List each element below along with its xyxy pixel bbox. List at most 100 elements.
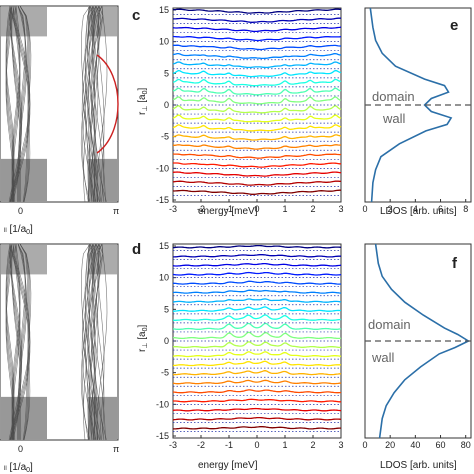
left-top-xtick-pi: π [113,206,119,216]
spectrum-line-13 [172,69,342,78]
y-tick-label: 10 [159,37,169,47]
spectrum-line-5 [172,144,342,150]
panel-c-ylabel: r⊥ [a0] [137,88,149,115]
spectrum-line-5 [172,379,342,385]
left-top-panel: 0 π ll [1/a0] [0,5,119,236]
x-tick-label: 0 [362,204,367,214]
band-dense-region [1,245,47,275]
band-line [80,243,91,441]
y-tick-label: -5 [161,132,169,142]
x-tick-label: 2 [310,440,315,450]
panel-f-xlabel: LDOS [arb. units] [380,460,457,471]
spectrum-line-10 [172,96,342,105]
y-tick-label: 0 [164,336,169,346]
spectrum-line-20 [172,244,342,249]
panel-c-energy-label: energy [meV] [198,206,258,217]
band-dense-region [88,245,117,275]
panel-f: f 0 20 40 60 80 domain wall LDOS [arb. units… [362,243,474,471]
panel-f-domain-label: domain [368,317,411,332]
spectrum-line-17 [172,271,342,276]
spectrum-line-14 [172,61,342,69]
band-line [80,5,96,203]
spectrum-line-15 [172,52,342,60]
y-tick-label: -10 [156,163,169,173]
spectrum-line-11 [172,87,342,96]
spectrum-line-17 [172,35,342,42]
spectrum-line-16 [173,280,342,285]
spectrum-line-19 [173,17,341,23]
spectrum-line-6 [172,370,341,376]
band-dense-region [88,396,117,439]
panel-label-c: c [132,7,140,24]
spectrum-line-18 [172,262,342,267]
spectrum-line-9 [172,341,341,349]
spectrum-line-19 [173,253,342,258]
panel-e-wall-label: wall [382,111,406,126]
x-tick-label: -2 [197,440,205,450]
x-tick-label: 0 [362,440,367,450]
left-top-xlabel-fragment: ll [1/a0] [4,224,33,236]
spectrum-line-4 [172,153,342,159]
spectrum-line-16 [173,44,341,51]
spectrum-line-8 [172,114,342,123]
spectrum-line-3 [173,162,341,168]
spectrum-line-1 [172,416,342,421]
x-tick-label: -2 [197,204,205,214]
spectrum-line-3 [173,398,341,403]
x-tick-label: 2 [388,204,393,214]
x-tick-label: 60 [436,440,446,450]
spectrum-line-12 [172,78,342,87]
panel-e-ldos-line [369,7,453,203]
spectrum-line-10 [172,331,342,340]
x-tick-label: 0 [254,204,259,214]
left-bottom-xtick-0: 0 [18,444,23,454]
left-top-xtick-0: 0 [18,206,23,216]
band-dense-region [1,7,47,37]
y-tick-label: -15 [156,431,169,441]
spectrum-line-4 [172,389,342,394]
x-tick-label: 80 [461,440,471,450]
spectrum-line-2 [172,171,342,177]
x-tick-label: 6 [438,204,443,214]
x-tick-label: 8 [463,204,468,214]
panel-d-ylabel: r⊥ [a0] [137,325,149,352]
x-tick-label: 1 [282,204,287,214]
spectrum-line-15 [172,289,342,294]
band-dense-region [88,7,117,37]
spectrum-line-8 [172,351,342,358]
spectrum-line-1 [172,180,342,186]
spectrum-line-7 [172,124,342,132]
y-tick-label: -10 [156,399,169,409]
y-tick-label: 15 [159,241,169,251]
y-tick-label: 15 [159,5,169,15]
spectrum-line-12 [172,314,342,321]
y-tick-label: 5 [164,68,169,78]
x-tick-label: 4 [413,204,418,214]
x-tick-label: -3 [169,204,177,214]
y-tick-label: 10 [159,273,169,283]
panel-d-energy-label: energy [meV] [198,460,258,471]
panel-e-domain-label: domain [372,89,415,104]
band-dense-region [1,396,47,439]
spectrum-line-6 [172,134,342,141]
band-dense-region [88,158,117,201]
spectrum-line-9 [172,104,342,114]
x-tick-label: -1 [225,440,233,450]
x-tick-label: -3 [169,440,177,450]
panel-label-d: d [132,241,141,258]
band-dense-region [1,158,47,201]
y-tick-label: 0 [164,100,169,110]
left-bottom-xtick-pi: π [113,444,119,454]
x-tick-label: 3 [338,440,343,450]
spectrum-line-0 [173,426,341,430]
x-tick-label: 40 [410,440,420,450]
x-tick-label: 2 [310,204,315,214]
spectrum-line-11 [172,322,342,330]
x-tick-label: 1 [282,440,287,450]
spectrum-line-7 [172,360,342,367]
spectrum-line-20 [172,8,342,14]
spectrum-line-13 [173,306,341,312]
